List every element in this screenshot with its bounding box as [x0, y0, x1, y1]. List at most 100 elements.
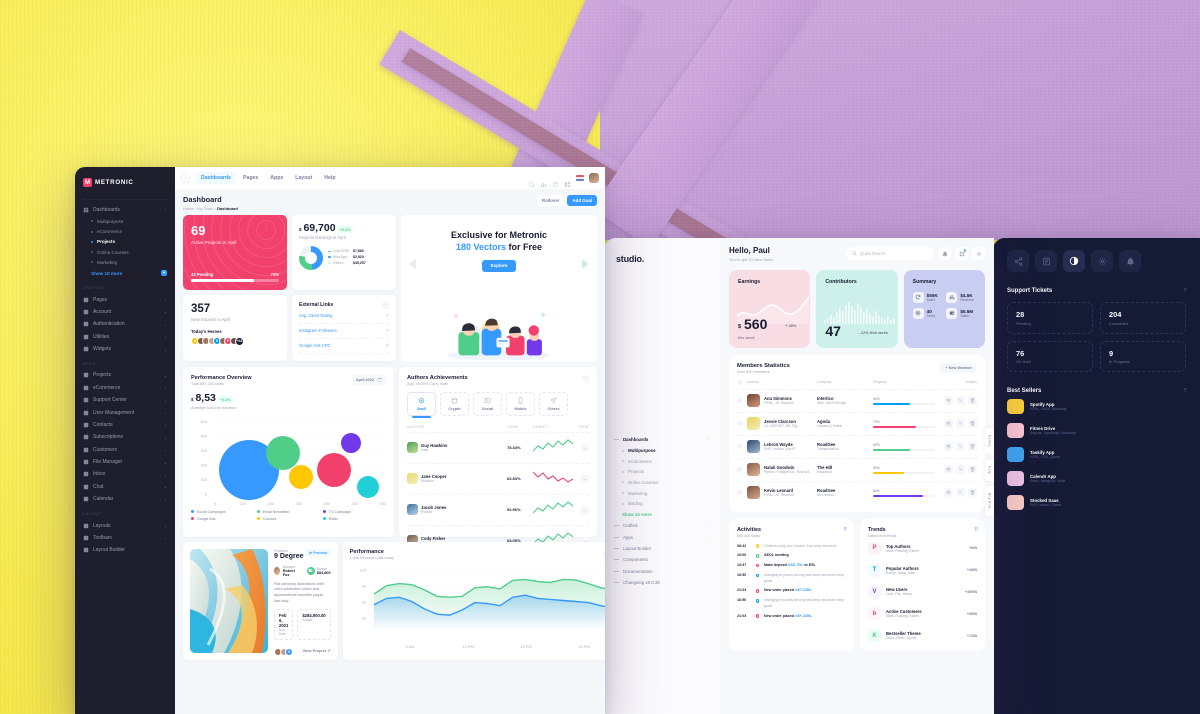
- activities-menu-icon[interactable]: ⠿: [843, 526, 847, 533]
- arrow-right-icon[interactable]: →: [581, 443, 589, 452]
- sidebar-item-authentication[interactable]: Authentication ⌄: [75, 318, 175, 330]
- sidebar-item-chat[interactable]: Chat ⌄: [75, 481, 175, 493]
- studio-subitem-online-courses[interactable]: Online Courses: [604, 477, 720, 488]
- view-project-link[interactable]: View Project ↗: [302, 648, 331, 654]
- side-tab-buy-now[interactable]: Buy Now: [985, 486, 994, 516]
- tab-saas[interactable]: SaaS: [407, 391, 436, 418]
- sidebar-item-widgets[interactable]: Widgets ⌄: [75, 343, 175, 355]
- studio-subitem-projects[interactable]: Projects: [604, 467, 720, 478]
- more-heroes-badge[interactable]: +42: [235, 336, 244, 346]
- notifications-bell-button[interactable]: [938, 247, 951, 261]
- studio-group-crafted[interactable]: Crafted ›: [604, 520, 720, 531]
- side-tab-help[interactable]: Help: [985, 459, 994, 482]
- studio-group-layout-builder[interactable]: Layout Builder: [604, 543, 720, 554]
- sidebar-item-subscriptions[interactable]: Subscriptions ⌄: [75, 431, 175, 443]
- analytics-icon[interactable]: [540, 175, 547, 187]
- sidebar-item-dashboards[interactable]: Dashboards ⌃: [75, 204, 175, 216]
- sidebar-subitem-multipurpose[interactable]: Multipurpose: [75, 216, 175, 226]
- cart-icon[interactable]: [552, 175, 559, 187]
- theme-toggle-button[interactable]: [972, 247, 985, 261]
- metronic-brand[interactable]: M METRONIC: [75, 172, 175, 195]
- edit-icon[interactable]: ✎: [956, 419, 965, 428]
- view-icon[interactable]: 👁: [944, 465, 953, 474]
- sidebar-show-more[interactable]: Show 10 more +: [75, 267, 175, 279]
- quick-search-input[interactable]: Quick Search: [846, 247, 934, 261]
- sidebar-subitem-online-courses[interactable]: Online Courses: [75, 247, 175, 257]
- sidebar-item-ecommerce[interactable]: eCommerce ⌄: [75, 382, 175, 394]
- sidebar-item-inbox[interactable]: Inbox ⌄: [75, 468, 175, 480]
- best-seller-item[interactable]: Taskify App HTML, CSS, jQuery: [1007, 442, 1186, 466]
- external-link[interactable]: Google Ads CPC ↗: [299, 339, 389, 354]
- sidebar-item-projects[interactable]: Projects ⌄: [75, 369, 175, 381]
- sidebar-item-file-manager[interactable]: File Manager ⌄: [75, 456, 175, 468]
- activity-link[interactable]: #XF-2356: [794, 613, 811, 618]
- studio-subitem-multipurpose[interactable]: Multipurpose: [604, 445, 720, 456]
- today-selector[interactable]: Today: [602, 548, 605, 559]
- studio-subitem-marketing[interactable]: Marketing: [604, 488, 720, 499]
- bell-icon[interactable]: [1119, 250, 1141, 272]
- arrow-right-icon[interactable]: →: [581, 474, 589, 483]
- sidebar-collapse-button[interactable]: ‹: [181, 173, 190, 183]
- studio-subitem-bidding[interactable]: Bidding: [604, 498, 720, 509]
- edit-icon[interactable]: ✎: [956, 465, 965, 474]
- external-link[interactable]: Avg. Client Rating ↗: [299, 309, 389, 324]
- period-selector[interactable]: April 2022: [351, 374, 386, 385]
- contrast-icon[interactable]: [1063, 250, 1085, 272]
- delete-icon[interactable]: 🗑: [968, 488, 977, 497]
- more-members-badge[interactable]: 5: [285, 648, 293, 657]
- studio-group-components[interactable]: Components: [604, 554, 720, 565]
- activity-link[interactable]: #XF-2356: [794, 588, 811, 593]
- language-flag-icon[interactable]: [576, 175, 584, 181]
- tab-others[interactable]: Others: [539, 391, 568, 416]
- sidebar-item-calendar[interactable]: Calendar ⌄: [75, 493, 175, 505]
- share-icon[interactable]: [1007, 250, 1029, 272]
- authors-menu-icon[interactable]: ⋯: [582, 374, 589, 382]
- list-icon[interactable]: [1035, 250, 1057, 272]
- studio-group-changelog-v8-0-38[interactable]: Changelog v8.0.38: [604, 577, 720, 588]
- row-checkbox[interactable]: [737, 421, 747, 426]
- new-member-button[interactable]: + New Member: [940, 362, 977, 373]
- sidebar-item-pages[interactable]: Pages ⌄: [75, 293, 175, 305]
- select-all-checkbox[interactable]: [737, 379, 747, 385]
- sidebar-item-user-management[interactable]: User Management ⌄: [75, 406, 175, 418]
- view-icon[interactable]: 👁: [944, 419, 953, 428]
- arrow-right-icon[interactable]: →: [581, 536, 589, 545]
- sidebar-item-layouts[interactable]: Layouts ⌄: [75, 519, 175, 531]
- sidebar-item-contacts[interactable]: Contacts ⌄: [75, 419, 175, 431]
- explore-button[interactable]: Explore: [482, 259, 516, 272]
- apps-icon[interactable]: [564, 175, 571, 187]
- search-icon[interactable]: [528, 175, 535, 187]
- row-checkbox[interactable]: [737, 398, 747, 403]
- view-icon[interactable]: 👁: [944, 396, 953, 405]
- best-seller-item[interactable]: Stocked Saas PHP, Laravel, Oracle: [1007, 490, 1186, 514]
- sidebar-item-support-center[interactable]: Support Center ⌄: [75, 394, 175, 406]
- best-sellers-menu-icon[interactable]: ⠿: [1183, 388, 1187, 394]
- avatar[interactable]: [589, 173, 599, 183]
- tab-dashboards[interactable]: Dashboards: [196, 172, 236, 184]
- sidebar-item-customers[interactable]: Customers ⌄: [75, 443, 175, 455]
- breadcrumb-mid[interactable]: My Team: [197, 205, 214, 211]
- studio-group-apps[interactable]: Apps ›: [604, 531, 720, 542]
- sidebar-subitem-marketing[interactable]: Marketing: [75, 257, 175, 267]
- studio-group-documentation[interactable]: Documentation: [604, 565, 720, 576]
- tab-layout[interactable]: Layout: [295, 175, 313, 181]
- sidebar-subitem-ecommerce[interactable]: eCommerce: [75, 227, 175, 237]
- external-link[interactable]: Instagram Followers ↗: [299, 324, 389, 339]
- delete-icon[interactable]: 🗑: [968, 442, 977, 451]
- row-checkbox[interactable]: [737, 444, 747, 449]
- studio-menu-dashboards[interactable]: Dashboards ⌃: [604, 434, 720, 445]
- apps-grid-button[interactable]: [955, 247, 968, 261]
- edit-icon[interactable]: ✎: [956, 396, 965, 405]
- view-icon[interactable]: 👁: [944, 442, 953, 451]
- tab-mobile[interactable]: Mobile: [506, 391, 535, 416]
- sidebar-item-layout-builder[interactable]: Layout Builder: [75, 544, 175, 556]
- add-goal-button[interactable]: Add Goal: [567, 195, 597, 206]
- studio-show-more[interactable]: Show 10 more: [622, 511, 652, 517]
- tab-help[interactable]: Help: [324, 175, 336, 181]
- sidebar-item-toolbars[interactable]: Toolbars ⌄: [75, 532, 175, 544]
- edit-icon[interactable]: ✎: [956, 442, 965, 451]
- sidebar-item-account[interactable]: Account ⌄: [75, 306, 175, 318]
- sidebar-subitem-projects[interactable]: Projects: [75, 237, 175, 247]
- external-links-menu-icon[interactable]: ⋯: [382, 301, 389, 309]
- tab-crypto[interactable]: Crypto: [440, 391, 469, 416]
